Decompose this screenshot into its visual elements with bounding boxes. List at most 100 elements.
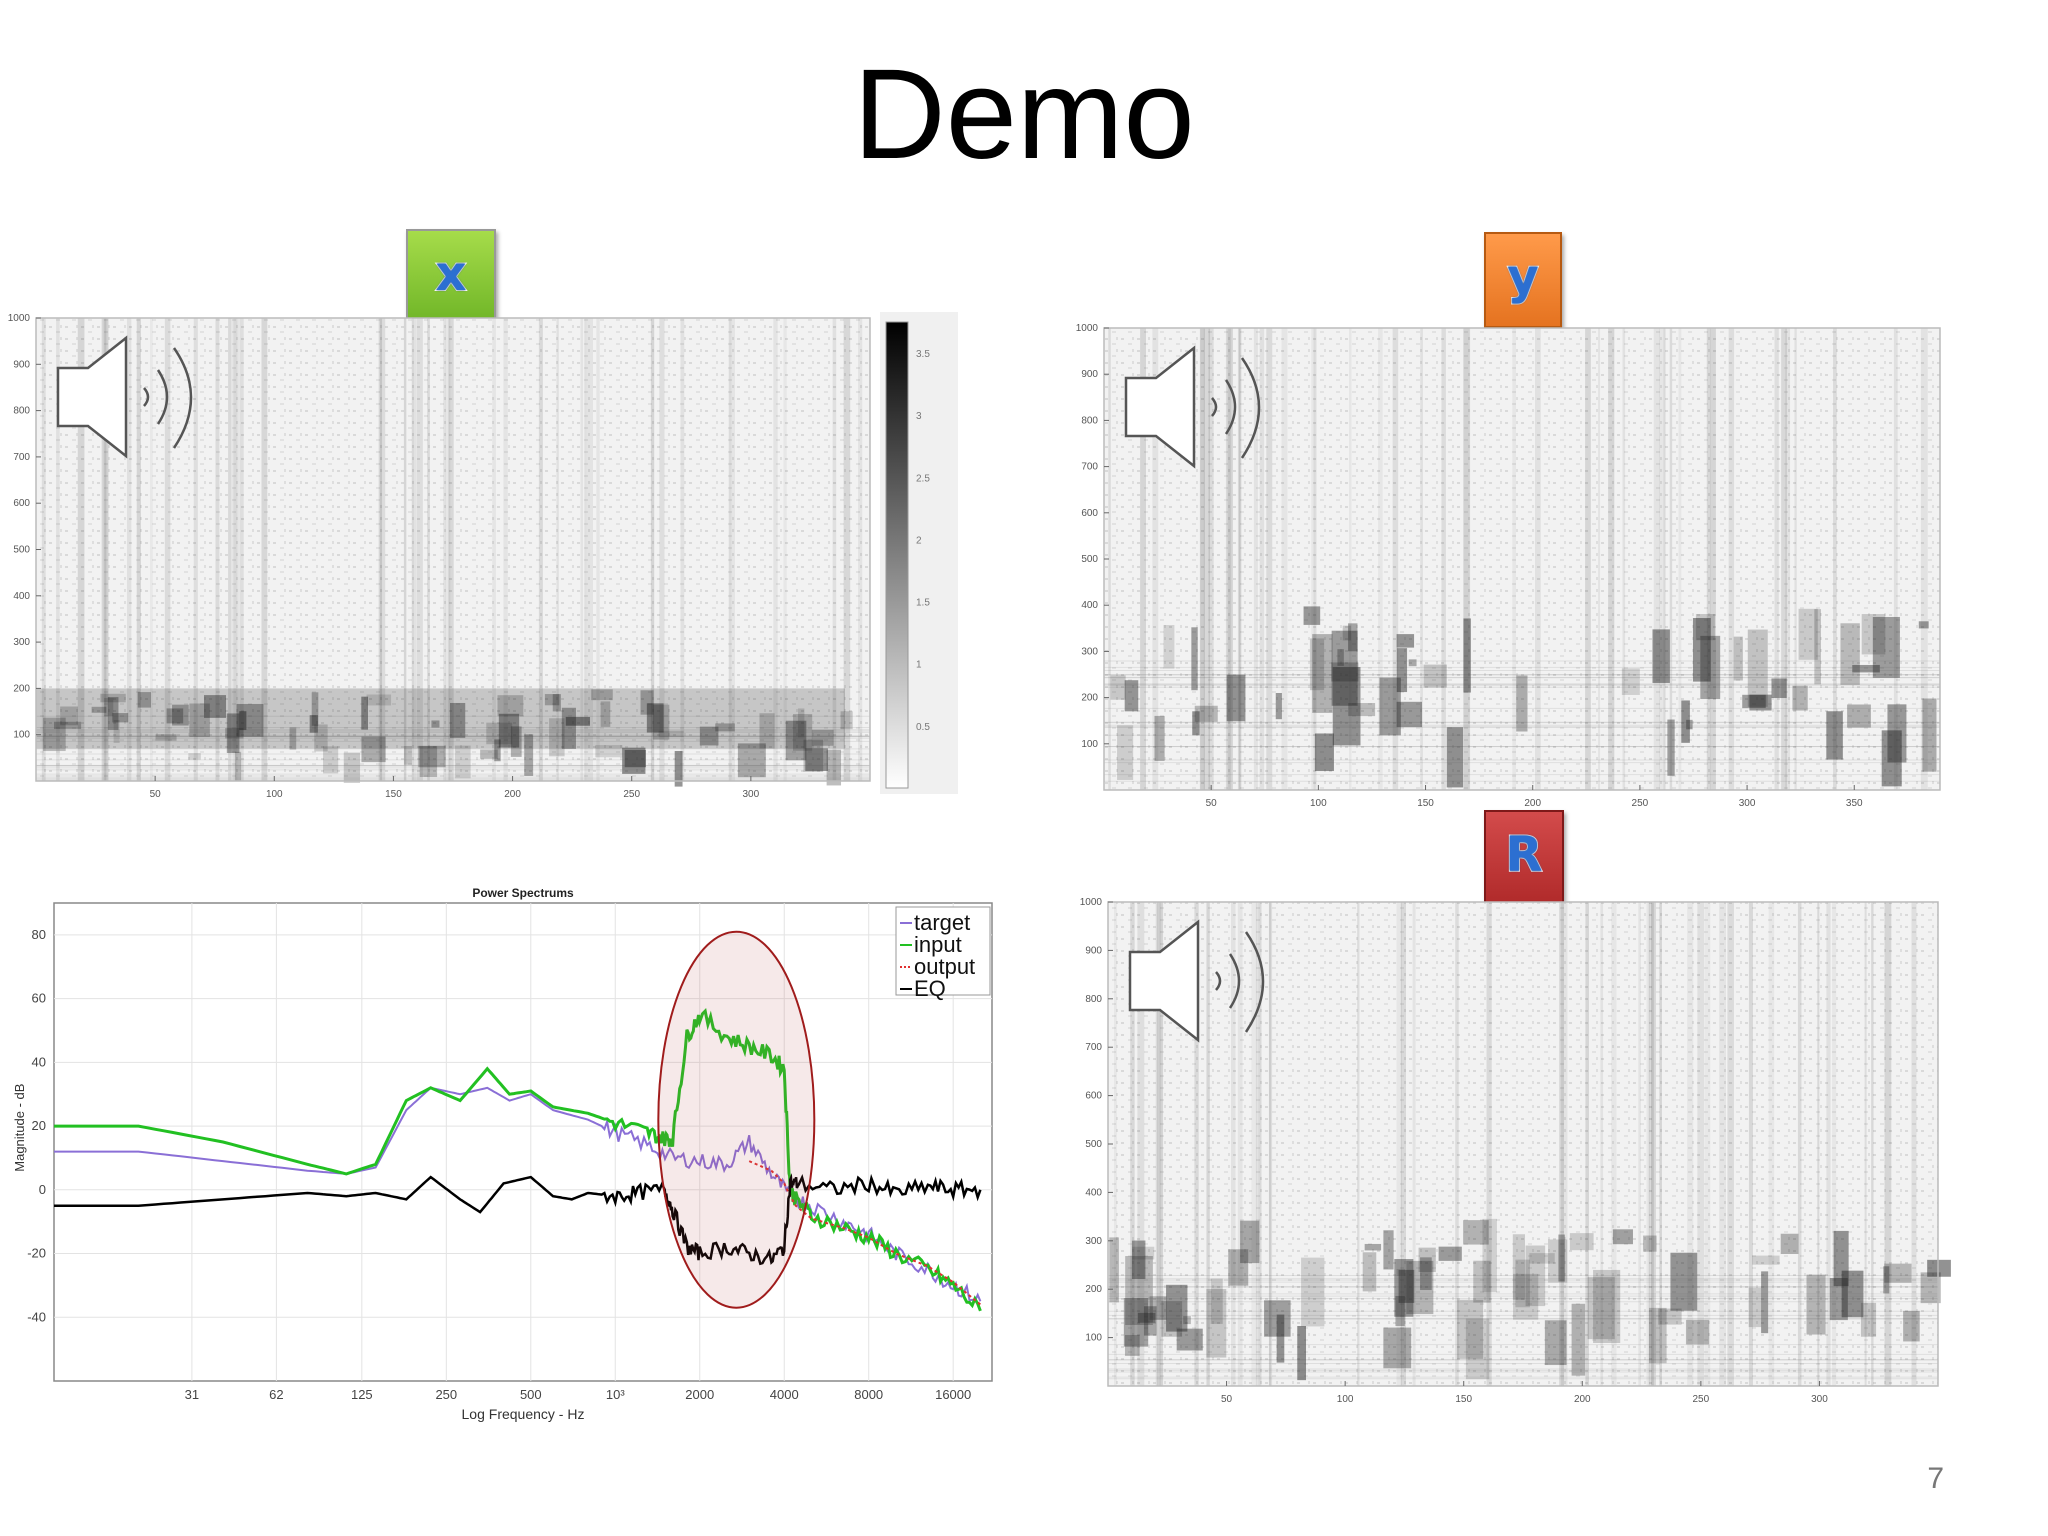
spectrogram-energy [803,739,824,772]
spectrogram-streak [1412,902,1416,1386]
legend-label-input: input [914,932,962,957]
speaker-icon [1124,345,1261,469]
spectrogram-energy [1814,609,1822,685]
y-axis-label: Magnitude - dB [12,1084,27,1172]
spectrogram-streak [1230,902,1236,1386]
spectrogram-energy [1364,1243,1382,1251]
colorbar-tick-label: 1.5 [916,598,930,609]
spectrogram-energy [480,749,498,759]
spectrogram-energy [1264,1300,1291,1337]
spectrogram-energy [1667,719,1675,776]
x-tick-label: 200 [504,789,521,800]
spectrogram-x: 50 100 150 200 250 300 100 200 300 400 500 600 700 80… [8,312,958,800]
spectrogram-streak [1266,328,1273,790]
spectrogram-streak [1268,902,1272,1386]
spectrogram-energy [674,751,683,787]
spectrogram-band [36,688,845,749]
spectrogram-streak [378,318,383,781]
spectrogram-energy [1124,1334,1140,1356]
y-tick-label: 300 [1081,646,1098,657]
spectrogram-energy [1700,635,1721,700]
spectrogram-streak [1648,902,1654,1386]
spectrogram-energy [309,715,318,733]
spectrogram-streak [1832,902,1837,1386]
spectrogram-streak [728,318,732,781]
spectrogram-energy [1681,700,1690,743]
spectrogram-streak [1871,902,1874,1386]
spectrogram-energy [1752,1255,1780,1265]
spectrogram-streak [1774,328,1779,790]
spectrogram-energy [1331,630,1358,706]
spectrogram-energy [1124,680,1139,712]
colorbar-tick-label: 2 [916,535,922,546]
series-output-line [748,1160,982,1306]
spectrogram-streak [1396,902,1403,1386]
y-tick-label: 60 [32,991,46,1006]
y-tick-label: 700 [1085,1042,1102,1053]
spectrogram-energy [646,703,664,733]
spectrogram-energy [1110,675,1126,700]
spectrogram-energy [595,745,623,758]
y-tick-label: 300 [13,637,30,648]
y-tick-label: 900 [13,359,30,370]
x-tick-label: 125 [351,1387,373,1402]
spectrogram-streak [1113,902,1117,1386]
spectrogram-energy [1163,624,1175,669]
spectrogram-energy [1137,1312,1156,1323]
spectrogram-energy [1826,711,1843,760]
colorbar-tick-label: 0.5 [916,722,930,733]
spectrogram-streak [1864,902,1867,1386]
x-tick-label: 4000 [770,1387,799,1402]
spectrogram-plot-area [36,318,870,781]
spectrogram-energy [1303,606,1321,625]
spectrogram-streak [164,318,171,781]
spectrogram-energy [1301,1257,1325,1327]
spectrogram-streak [1704,902,1711,1386]
spectrogram-streak [1156,902,1164,1386]
spectrogram-streak [1687,902,1694,1386]
spectrogram-energy [552,694,561,712]
legend-label-output: output [914,954,975,979]
spectrogram-energy [1314,733,1334,772]
spectrogram-streak [1781,328,1787,790]
spectrogram-streak [492,318,496,781]
spectrogram-streak [1622,328,1626,790]
y-tick-label: 700 [13,452,30,463]
spectrogram-energy [418,745,446,768]
spectrogram-energy [203,695,227,718]
spectrogram-streak [1251,902,1257,1386]
spectrogram-energy [1463,1220,1489,1245]
spectrogram-energy [759,713,775,749]
spectrogram-energy [1131,1240,1146,1279]
spectrogram-streak [1710,328,1716,790]
spectrogram-energy [1748,1287,1762,1328]
spectrogram-energy [1621,668,1640,695]
colorbar-tick-label: 3.5 [916,349,930,360]
spectrogram-energy [450,702,466,738]
spectrogram-streak [1203,328,1211,790]
spectrogram-streak [445,318,450,781]
spectrogram-energy [1342,625,1352,641]
spectrogram-streak [126,318,132,781]
spectrogram-streak [1728,328,1735,790]
spectrogram-energy [239,711,247,731]
spectrogram-energy [1191,627,1198,691]
y-tick-label: 100 [13,730,30,741]
page-number: 7 [1927,1462,1944,1495]
x-tick-label: 500 [520,1387,542,1402]
spectrogram-streak [783,318,787,781]
spectrogram-energy [785,720,807,761]
spectrogram-streak [1706,328,1711,790]
spectrogram-energy [1512,1234,1526,1300]
spectrogram-energy [1394,1259,1414,1317]
x-tick-label: 300 [1739,798,1756,809]
spectrogram-energy [1226,674,1246,722]
speaker-wave-3 [172,347,193,449]
spectrogram-streak [1392,328,1399,790]
spectrogram-streak [416,318,423,781]
spectrogram-energy [419,746,438,778]
signal-r-label: R [1484,810,1564,906]
signal-r-text: R [1505,826,1544,884]
y-tick-label: 20 [32,1118,46,1133]
spectrogram-energy [1587,1276,1615,1340]
